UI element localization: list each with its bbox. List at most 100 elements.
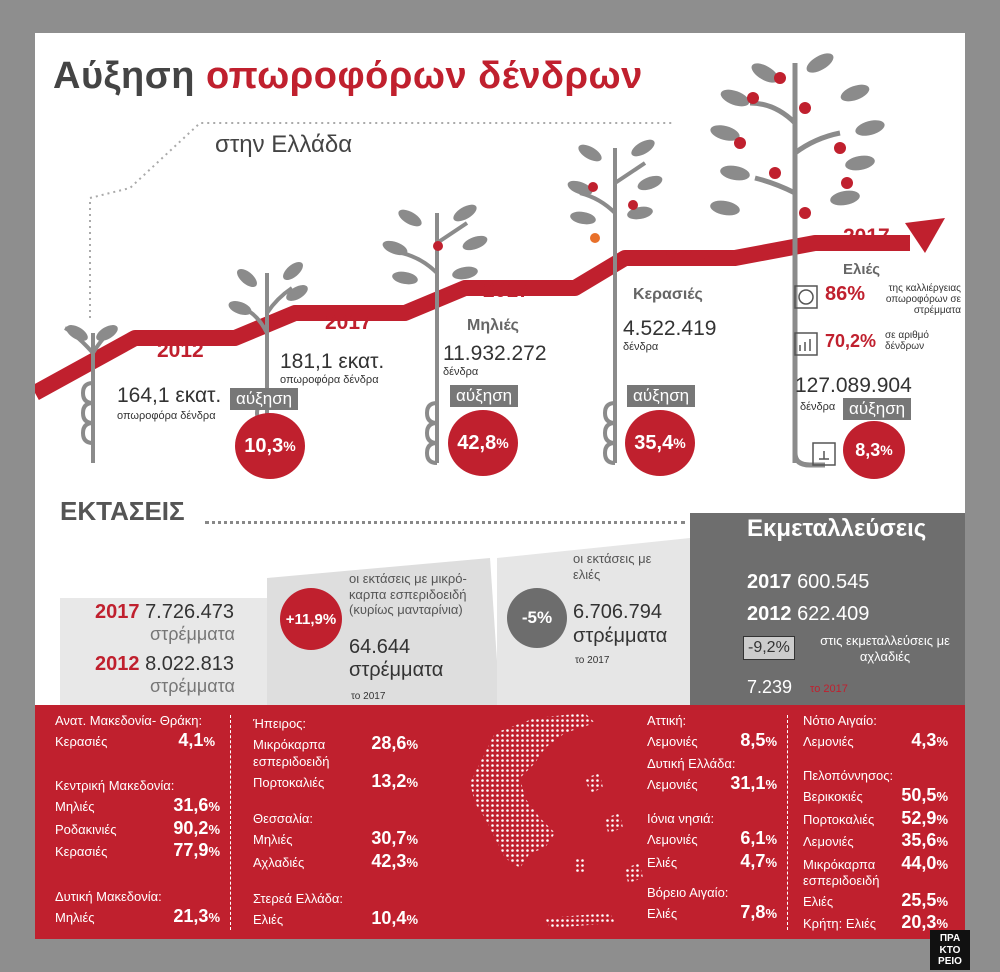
region-ipeiros: Ήπειρος: Μικρόκαρπα εσπεριδοειδή 28,6% Πο… bbox=[253, 716, 418, 792]
pct-unit: % bbox=[765, 734, 777, 750]
apples-caption: δένδρα bbox=[443, 366, 479, 378]
citrus-value: 64.644 bbox=[349, 636, 411, 658]
citrus-text: οι εκτάσεις με μικρό-καρπα εσπεριδοειδή … bbox=[349, 571, 467, 618]
region-crop: Μικρόκαρπα εσπεριδοειδή bbox=[803, 856, 880, 888]
region-row: Λεμονιές 31,1% bbox=[647, 772, 777, 795]
cherry-tree-leaves bbox=[567, 139, 663, 225]
region-row: Κερασιές 77,9% bbox=[55, 839, 220, 862]
region-row: Λεμονιές 4,3% bbox=[803, 729, 948, 752]
region-pct: 30,7 bbox=[371, 828, 407, 849]
region-crop: Λεμονιές bbox=[803, 734, 854, 750]
region-crop: Ελιές bbox=[647, 906, 678, 922]
region-pct: 21,3 bbox=[173, 906, 209, 927]
region-thessalia: Θεσσαλία: Μηλιές 30,7% Αχλαδιές 42,3% bbox=[253, 811, 418, 872]
areas-unit-2017: στρέμματα bbox=[150, 624, 235, 644]
title-part2: οπωροφόρων δένδρων bbox=[205, 55, 643, 97]
region-crop: Ελιές bbox=[647, 854, 678, 870]
pct-unit: % bbox=[406, 737, 418, 753]
pct-unit: % bbox=[406, 854, 418, 870]
dotted-connector bbox=[89, 122, 675, 318]
region-dmak-name: Δυτική Μακεδονία: bbox=[55, 889, 162, 904]
areas-year-2012: 2012 bbox=[95, 653, 140, 675]
apples-increase-pct: 42,8 bbox=[457, 431, 497, 454]
farms-value-2017: 600.545 bbox=[797, 571, 870, 593]
increase-badge-2017: 10,3% bbox=[235, 413, 305, 479]
region-pct: 10,4 bbox=[371, 908, 407, 929]
growth-arrow-head bbox=[905, 218, 945, 253]
pct-unit: % bbox=[406, 912, 418, 928]
region-pct: 13,2 bbox=[371, 770, 407, 791]
pct-unit: % bbox=[765, 777, 777, 793]
increase-tag-2017: αύξηση bbox=[230, 388, 299, 410]
olives-increase-unit: % bbox=[880, 442, 893, 458]
region-kmak-name: Κεντρική Μακεδονία: bbox=[55, 778, 175, 793]
region-pct: 4,7 bbox=[740, 850, 766, 871]
cherries-increase-tag: αύξηση bbox=[627, 385, 696, 407]
crete-island bbox=[545, 913, 615, 928]
region-pct: 4,1 bbox=[178, 730, 204, 751]
region-row: Ελιές 25,5% bbox=[803, 889, 948, 912]
region-pct: 42,3 bbox=[371, 850, 407, 871]
region-crop: Ροδακινιές bbox=[55, 821, 117, 837]
apple-fruit bbox=[433, 241, 443, 251]
areas-heading: ΕΚΤΑΣΕΙΣ bbox=[60, 496, 185, 526]
region-pct: 20,3 bbox=[901, 912, 937, 932]
region-sterea-name: Στερεά Ελλάδα: bbox=[253, 891, 344, 906]
mainland-greece bbox=[470, 713, 595, 868]
pct-unit: % bbox=[765, 832, 777, 848]
region-row: Ελιές 10,4% bbox=[253, 907, 418, 930]
olives-stat2-text: σε αριθμό δένδρων bbox=[885, 330, 929, 352]
increase-unit-2017: % bbox=[283, 438, 296, 454]
increase-pct-2017: 10,3 bbox=[244, 434, 284, 457]
region-row: Πορτοκαλιές 13,2% bbox=[253, 770, 418, 793]
region-crop: Κερασιές bbox=[55, 844, 108, 860]
farms-value-2012: 622.409 bbox=[797, 603, 870, 625]
region-pct: 77,9 bbox=[173, 840, 209, 861]
page-subtitle: στην Ελλάδα bbox=[215, 131, 353, 158]
cherries-name: Κερασιές bbox=[633, 286, 703, 303]
region-row: Μηλιές 30,7% bbox=[253, 827, 418, 850]
areas-value-2017: 7.726.473 bbox=[145, 601, 235, 623]
olives-caption: δένδρα bbox=[800, 401, 836, 413]
region-pelop-name: Πελοπόννησος: bbox=[803, 768, 894, 783]
region-naigaio-name: Νότιο Αιγαίο: bbox=[803, 713, 877, 728]
apples-value: 11.932.272 bbox=[443, 342, 547, 365]
olive-tree-icon bbox=[749, 63, 841, 468]
cherry-fruit-2 bbox=[628, 200, 638, 210]
greece-map-graphic bbox=[470, 713, 643, 928]
cherry-fruit-3 bbox=[590, 233, 600, 243]
region-crop: Ελιές bbox=[253, 912, 284, 928]
region-crop: Λεμονιές bbox=[647, 777, 698, 793]
region-pelop: Πελοπόννησος: Βερικοκιές 50,5% Πορτοκαλιέ… bbox=[803, 768, 948, 912]
olive-fruits bbox=[734, 72, 853, 219]
region-crop: Ελιές bbox=[803, 894, 834, 910]
region-pct: 90,2 bbox=[173, 817, 209, 838]
olive-area-year: το 2017 bbox=[575, 655, 610, 666]
farms-year-2012: 2012 bbox=[747, 603, 792, 625]
pear-text: στις εκμεταλλεύσεις με αχλαδιές bbox=[820, 633, 950, 664]
olive-area-unit: στρέμματα bbox=[573, 625, 668, 647]
region-row: Πορτοκαλιές 52,9% bbox=[803, 807, 948, 830]
pear-year: το 2017 bbox=[810, 683, 848, 695]
title-part1: Αύξηση bbox=[53, 55, 195, 97]
region-crop: Λεμονιές bbox=[647, 832, 698, 848]
cherries-increase-badge: 35,4% bbox=[625, 410, 695, 476]
region-row: Κερασιές 4,1% bbox=[55, 729, 215, 752]
apples-increase-badge: 42,8% bbox=[448, 410, 518, 476]
region-pct: 31,1 bbox=[730, 773, 766, 794]
region-dmak: Δυτική Μακεδονία: Μηλιές 21,3% bbox=[55, 889, 220, 928]
region-row: Μικρόκαρπα εσπεριδοειδή 44,0% bbox=[803, 852, 948, 890]
region-kriti: Κρήτη: Ελιές 20,3% bbox=[803, 911, 948, 934]
region-row: Αχλαδιές 42,3% bbox=[253, 850, 418, 873]
olive-area-value: 6.706.794 bbox=[573, 601, 662, 623]
pct-unit: % bbox=[936, 811, 948, 827]
aegean-islands bbox=[575, 773, 643, 883]
region-attiki-name: Αττική: bbox=[647, 713, 687, 728]
region-amth-name: Ανατ. Μακεδονία- Θράκη: bbox=[55, 713, 203, 728]
apple-tree-leaves bbox=[382, 204, 488, 285]
pct-unit: % bbox=[208, 844, 220, 860]
sprout-leaves-2012 bbox=[66, 325, 118, 341]
region-kmak: Κεντρική Μακεδονία: Μηλιές 31,6% Ροδακινι… bbox=[55, 778, 220, 862]
region-pct: 52,9 bbox=[901, 807, 937, 828]
farms-heading: Εκμεταλλεύσεις bbox=[747, 515, 927, 542]
